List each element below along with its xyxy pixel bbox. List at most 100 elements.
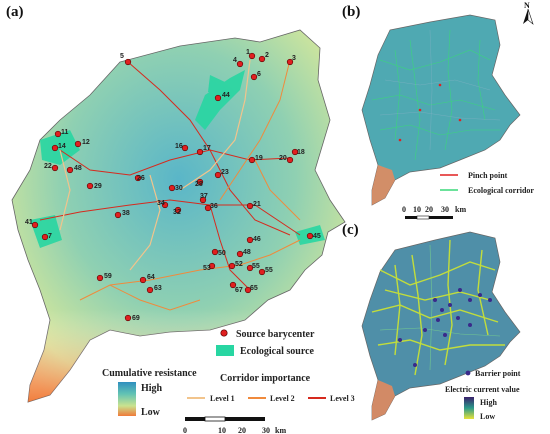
node-12: 12 [74, 139, 90, 148]
node-65: 65 [244, 285, 258, 294]
node-20: 20 [279, 155, 294, 164]
node-44: 44 [214, 92, 230, 102]
legend-cumulative-resistance: Cumulative resistance [102, 368, 197, 379]
node-26: 26 [134, 174, 145, 182]
node-17: 17 [196, 145, 211, 156]
node-6: 6 [250, 71, 261, 81]
node-28: 28 [195, 178, 204, 188]
svg-text:64: 64 [147, 274, 155, 281]
svg-text:55: 55 [252, 263, 260, 270]
svg-text:1: 1 [246, 49, 250, 56]
ecological-source-swatch [216, 345, 234, 356]
node-50: 50 [211, 248, 226, 257]
node-52: 52 [228, 261, 243, 270]
study-area-c [361, 231, 521, 421]
node-30: 30 [168, 184, 183, 192]
svg-text:6: 6 [257, 71, 261, 78]
svg-text:7: 7 [48, 233, 52, 240]
svg-text:23: 23 [221, 169, 229, 176]
node-1: 1 [246, 49, 256, 60]
node-56: 55 [246, 263, 260, 272]
node-48: 48 [236, 249, 251, 258]
legend-b: Pinch point Ecological corridor [440, 171, 534, 195]
legend-level3: Level 3 [330, 394, 355, 403]
node-3: 3 [286, 55, 296, 66]
current-colorbar [464, 397, 474, 419]
svg-text:18: 18 [297, 149, 305, 156]
node-18: 18 [291, 148, 305, 156]
source-barycenters: 1 2 3 4 5 6 44 11 12 14 16 17 18 19 20 2… [25, 49, 321, 322]
node-4: 4 [233, 57, 244, 68]
legend-barrier-point: Barrier point [475, 369, 521, 378]
legend-electric-current: Electric current value [445, 385, 520, 394]
node-53: 53 [203, 262, 216, 272]
svg-text:26: 26 [137, 175, 145, 182]
node-2: 2 [258, 52, 269, 63]
svg-text:2: 2 [265, 52, 269, 59]
panel-b-label: (b) [342, 4, 361, 20]
svg-text:19: 19 [255, 155, 263, 162]
svg-text:21: 21 [253, 201, 261, 208]
legend-c: Barrier point Electric current value Hig… [445, 369, 521, 421]
node-14: 14 [51, 143, 66, 152]
svg-text:29: 29 [94, 183, 102, 190]
node-32: 32 [173, 206, 182, 216]
node-29: 29 [86, 182, 102, 190]
node-59: 59 [96, 273, 112, 282]
svg-text:37: 37 [200, 193, 208, 200]
north-arrow: N [523, 1, 534, 25]
svg-text:17: 17 [203, 145, 211, 152]
barrier-point-swatch [465, 370, 471, 376]
svg-text:41: 41 [25, 219, 33, 226]
svg-text:69: 69 [132, 315, 140, 322]
node-38: 38 [114, 210, 130, 219]
svg-text:30: 30 [262, 426, 270, 434]
legend-level2: Level 2 [270, 394, 295, 403]
svg-text:22: 22 [44, 163, 52, 170]
svg-text:16: 16 [175, 143, 183, 150]
svg-text:63: 63 [154, 285, 162, 292]
node-55: 55 [258, 267, 273, 276]
svg-text:5: 5 [120, 53, 124, 60]
svg-text:32: 32 [173, 209, 181, 216]
legend-level1: Level 1 [210, 394, 235, 403]
svg-text:km: km [455, 205, 466, 214]
legend-low: Low [141, 407, 161, 418]
node-21: 21 [246, 201, 261, 210]
legend-current-low: Low [480, 412, 495, 421]
svg-text:28: 28 [195, 181, 203, 188]
svg-text:45: 45 [313, 233, 321, 240]
study-area-b [361, 14, 521, 206]
svg-text:30: 30 [175, 185, 183, 192]
legend-pinch-point: Pinch point [468, 171, 508, 180]
node-22: 22 [44, 163, 59, 172]
panel-c-map: Barrier point Electric current value Hig… [361, 231, 521, 421]
legend-ecological-source: Ecological source [240, 346, 315, 357]
svg-text:12: 12 [82, 139, 90, 146]
svg-text:53: 53 [203, 265, 211, 272]
node-34: 34 [157, 200, 169, 209]
svg-text:14: 14 [58, 143, 66, 150]
svg-text:0: 0 [183, 426, 187, 434]
panel-a-map: 1 2 3 4 5 6 44 11 12 14 16 17 18 19 20 2… [11, 29, 355, 434]
node-64: 64 [139, 274, 155, 284]
panel-a-label: (a) [6, 4, 24, 20]
svg-text:55: 55 [265, 267, 273, 274]
node-16: 16 [175, 143, 189, 152]
legend-a: Source barycenter Ecological source Cumu… [102, 329, 355, 418]
panel-c-label: (c) [342, 222, 359, 238]
node-11: 11 [54, 129, 69, 138]
node-45: 45 [306, 232, 321, 240]
resistance-colorbar [118, 382, 136, 416]
north-label: N [524, 1, 530, 10]
svg-text:59: 59 [104, 273, 112, 280]
node-23: 23 [214, 169, 229, 179]
svg-text:52: 52 [235, 261, 243, 268]
node-7: 7 [41, 233, 52, 241]
svg-text:50: 50 [218, 250, 226, 257]
svg-text:38: 38 [122, 210, 130, 217]
svg-text:0: 0 [402, 205, 406, 214]
node-47: 48 [66, 165, 82, 174]
source-barycenter-swatch [220, 329, 228, 337]
